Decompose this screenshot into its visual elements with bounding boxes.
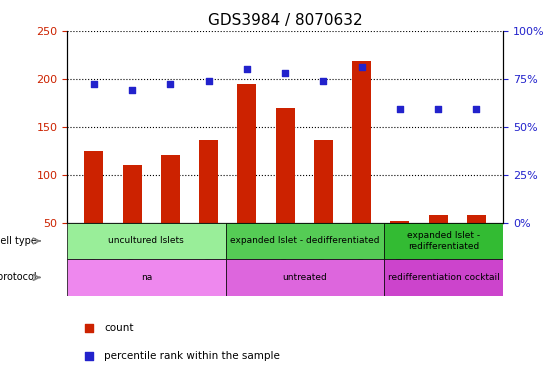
Bar [276, 108, 295, 223]
FancyBboxPatch shape [226, 223, 384, 259]
FancyBboxPatch shape [67, 223, 226, 259]
Text: untreated: untreated [282, 273, 327, 282]
Text: na: na [141, 273, 152, 282]
Point [89, 81, 98, 88]
Point [434, 106, 443, 113]
FancyBboxPatch shape [384, 223, 503, 259]
Bar [84, 151, 103, 223]
Text: expanded Islet -
redifferentiated: expanded Islet - redifferentiated [407, 231, 480, 251]
Point [127, 87, 136, 93]
FancyBboxPatch shape [226, 259, 384, 296]
Bar [161, 155, 180, 223]
Text: count: count [104, 323, 134, 333]
Text: redifferentiation cocktail: redifferentiation cocktail [388, 273, 500, 282]
Point [472, 106, 481, 113]
Bar [352, 61, 371, 223]
Point [84, 325, 93, 331]
Point [166, 81, 175, 88]
Point [395, 106, 404, 113]
Bar [237, 84, 257, 223]
Bar [122, 165, 141, 223]
FancyBboxPatch shape [384, 259, 503, 296]
Point [243, 66, 252, 72]
Point [357, 64, 366, 70]
Bar [199, 140, 218, 223]
Bar [390, 221, 409, 223]
Bar [314, 140, 333, 223]
Point [84, 353, 93, 359]
FancyBboxPatch shape [67, 259, 226, 296]
Text: percentile rank within the sample: percentile rank within the sample [104, 351, 280, 361]
Text: cell type: cell type [0, 236, 37, 246]
Text: uncultured Islets: uncultured Islets [108, 237, 184, 245]
Bar [429, 215, 448, 223]
Point [204, 78, 213, 84]
Text: expanded Islet - dedifferentiated: expanded Islet - dedifferentiated [230, 237, 380, 245]
Text: growth protocol: growth protocol [0, 272, 37, 283]
Point [319, 78, 328, 84]
Title: GDS3984 / 8070632: GDS3984 / 8070632 [208, 13, 362, 28]
Bar [467, 215, 486, 223]
Point [281, 70, 290, 76]
